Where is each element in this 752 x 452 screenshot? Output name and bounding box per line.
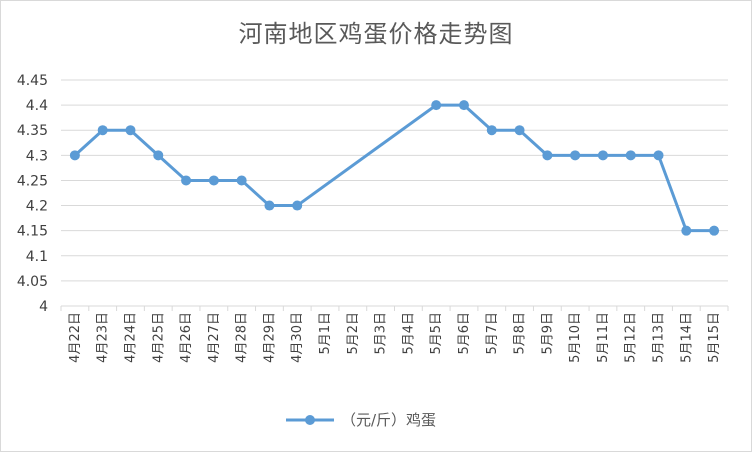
series-lines [73, 103, 715, 233]
data-point [181, 175, 192, 186]
y-tick-label: 4.2 [26, 199, 48, 215]
x-tick-label: 4月22日 [68, 312, 83, 363]
y-tick-label: 4.15 [17, 224, 48, 240]
y-tick-label: 4.35 [17, 123, 48, 139]
x-tick-label: 5月4日 [401, 312, 416, 355]
data-point [486, 125, 497, 136]
y-tick-label: 4.1 [26, 249, 48, 265]
data-point [458, 100, 469, 111]
data-point [97, 125, 108, 136]
x-tick-label: 5月5日 [429, 312, 444, 355]
x-tick-label: 4月23日 [96, 312, 111, 363]
y-tick-label: 4.25 [17, 173, 48, 189]
x-tick-label: 5月11日 [596, 312, 611, 363]
x-tick-label: 5月8日 [513, 312, 528, 355]
x-tick-label: 5月12日 [624, 312, 639, 363]
x-tick-label: 5月1日 [318, 312, 333, 355]
x-tick-label: 5月14日 [679, 312, 694, 363]
legend-label: （元/斤）鸡蛋 [341, 411, 436, 429]
data-point [153, 150, 164, 161]
x-tick-label: 5月7日 [485, 312, 500, 355]
y-tick-label: 4.45 [17, 73, 48, 89]
legend-marker-swatch [305, 415, 315, 425]
gridlines [60, 79, 729, 311]
series-line [73, 103, 715, 233]
data-point [653, 150, 664, 161]
data-point [625, 150, 636, 161]
x-tick-label: 4月28日 [235, 312, 250, 363]
x-tick-label: 4月30日 [290, 312, 305, 363]
chart-title: 河南地区鸡蛋价格走势图 [238, 20, 514, 48]
data-point [681, 225, 692, 236]
x-tick-label: 4月27日 [207, 312, 222, 363]
y-tick-label: 4.4 [26, 98, 48, 114]
data-point [264, 200, 275, 211]
data-point [292, 200, 303, 211]
x-tick-label: 5月13日 [652, 312, 667, 363]
x-axis-ticks: 4月22日 4月23日 4月24日 4月25日 4月26日 4月27日 4月28日 4月29日… [68, 312, 722, 363]
series-points [69, 100, 720, 236]
x-tick-label: 5月6日 [457, 312, 472, 355]
x-tick-label: 5月3日 [374, 312, 389, 355]
x-tick-label: 5月15日 [707, 312, 722, 363]
data-point [542, 150, 553, 161]
x-tick-label: 4月26日 [179, 312, 194, 363]
y-tick-label: 4 [39, 299, 48, 315]
x-tick-label: 4月24日 [123, 312, 138, 363]
data-point [208, 175, 219, 186]
data-point [597, 150, 608, 161]
data-point [69, 150, 80, 161]
data-point [709, 225, 720, 236]
x-tick-label: 5月9日 [540, 312, 555, 355]
x-tick-label: 5月10日 [568, 312, 583, 363]
y-tick-label: 4.05 [17, 274, 48, 290]
x-tick-label: 4月25日 [151, 312, 166, 363]
y-tick-label: 4.3 [26, 148, 48, 164]
data-point [431, 100, 442, 111]
legend: （元/斤）鸡蛋 [286, 411, 436, 429]
data-point [514, 125, 525, 136]
data-point [570, 150, 581, 161]
x-tick-label: 5月2日 [346, 312, 361, 355]
x-tick-label: 4月29日 [262, 312, 277, 363]
data-point [125, 125, 136, 136]
y-axis-ticks: 4 4.05 4.1 4.15 4.2 4.25 4.3 4.35 4.4 4.45 [17, 73, 48, 315]
data-point [236, 175, 247, 186]
